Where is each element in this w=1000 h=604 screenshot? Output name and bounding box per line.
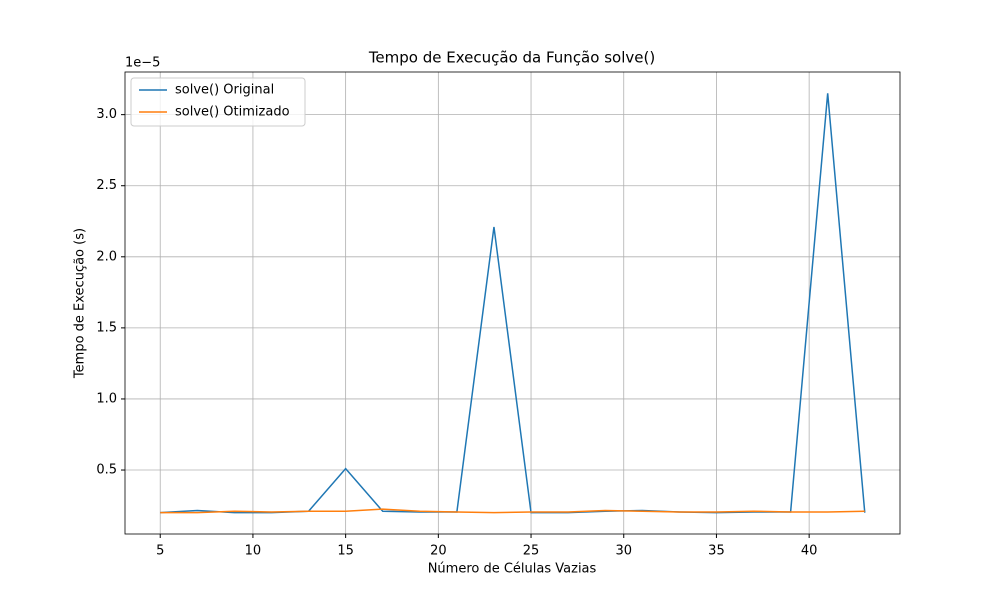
x-axis-label: Número de Células Vazias: [428, 562, 597, 577]
y-tick-label: 3.0: [96, 107, 117, 122]
legend-label: solve() Original: [175, 83, 274, 98]
y-tick-label: 2.5: [96, 178, 117, 193]
chart-title: Tempo de Execução da Função solve(): [368, 49, 655, 67]
y-tick-label: 1.0: [96, 391, 117, 406]
x-tick-label: 15: [337, 544, 354, 559]
y-tick-label: 0.5: [96, 463, 117, 478]
x-tick-label: 40: [801, 544, 818, 559]
x-tick-label: 5: [156, 544, 164, 559]
x-tick-label: 25: [523, 544, 540, 559]
x-tick-label: 20: [430, 544, 447, 559]
y-tick-label: 2.0: [96, 249, 117, 264]
x-tick-label: 10: [245, 544, 262, 559]
plot-frame: [124, 71, 901, 535]
y-offset-label: 1e−5: [125, 56, 160, 71]
legend-box: [130, 77, 306, 127]
x-tick-label: 35: [708, 544, 725, 559]
y-axis-label: Tempo de Execução (s): [73, 228, 88, 379]
y-tick-label: 1.5: [96, 320, 117, 335]
series-line: [160, 508, 865, 514]
legend-label: solve() Otimizado: [175, 105, 290, 120]
x-tick-label: 30: [615, 544, 632, 559]
